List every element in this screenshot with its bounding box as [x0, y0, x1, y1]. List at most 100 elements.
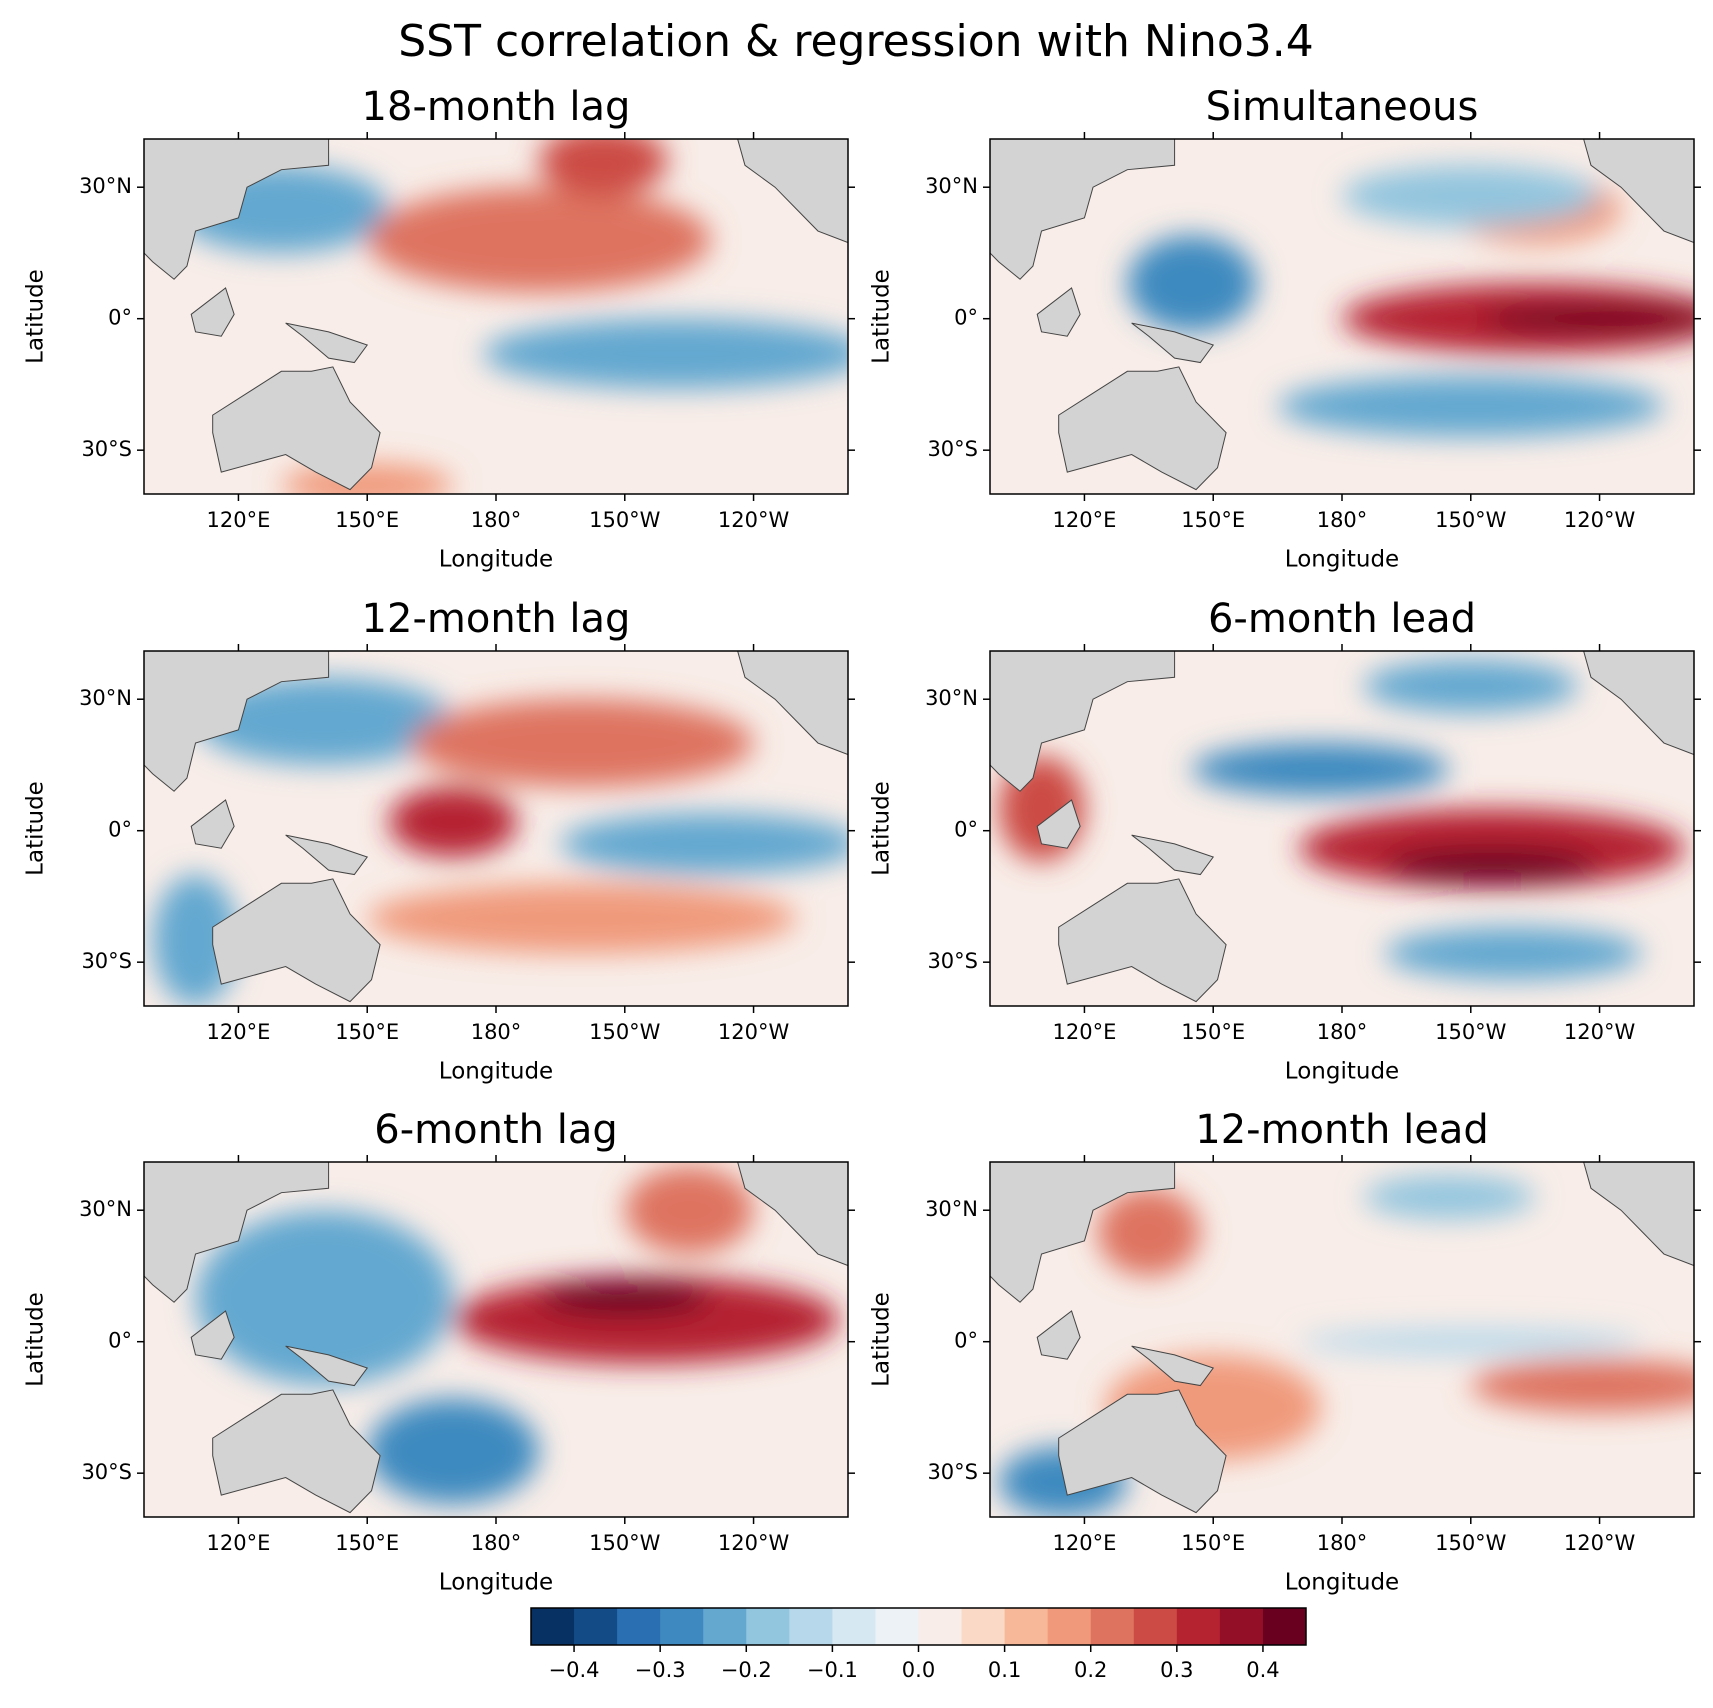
x-tick-label: 150°E — [335, 1020, 399, 1044]
colorbar-tick-label: 0.0 — [902, 1658, 935, 1682]
y-tick-label: 30°N — [925, 174, 978, 198]
y-tick-label: 0° — [108, 306, 132, 330]
field-blob — [367, 187, 711, 293]
land — [285, 322, 369, 364]
field-blob — [152, 874, 239, 1006]
land — [190, 287, 235, 337]
y-tick-label: 30°N — [79, 686, 132, 710]
map-field — [144, 1162, 848, 1517]
colorbar-swatch — [703, 1608, 747, 1645]
x-tick-label: 150°E — [335, 508, 399, 532]
y-axis-label: Latitude — [869, 1292, 895, 1387]
colorbar-swatch — [789, 1608, 833, 1645]
land — [1131, 1345, 1215, 1387]
panel-title: 12-month lead — [1195, 1107, 1489, 1153]
x-tick-label: 120°E — [1053, 1531, 1117, 1555]
x-tick-label: 150°W — [589, 508, 661, 532]
field-blob — [1342, 165, 1600, 227]
land — [144, 139, 330, 280]
land — [1036, 1310, 1081, 1360]
x-tick-label: 120°W — [718, 1020, 790, 1044]
colorbar-swatch — [617, 1608, 661, 1645]
map-field — [144, 139, 848, 494]
y-tick-label: 0° — [954, 818, 978, 842]
x-axis-label: Longitude — [1285, 547, 1399, 573]
y-tick-label: 30°S — [927, 437, 978, 461]
panel-title: 12-month lag — [362, 596, 631, 642]
land — [144, 651, 330, 792]
colorbar-swatch — [1262, 1608, 1307, 1645]
field-blob — [367, 1398, 539, 1504]
colorbar-swatch — [574, 1608, 618, 1645]
figure-title: SST correlation & regression with Nino3.… — [398, 16, 1314, 67]
x-tick-label: 120°E — [1053, 1020, 1117, 1044]
y-axis-label: Latitude — [23, 1292, 49, 1387]
x-tick-label: 120°E — [207, 508, 271, 532]
x-axis-label: Longitude — [1285, 1059, 1399, 1085]
colorbar-swatch — [531, 1608, 575, 1645]
colorbar-swatch — [832, 1608, 876, 1645]
y-tick-label: 0° — [108, 818, 132, 842]
land — [190, 799, 235, 849]
x-tick-label: 120°W — [718, 508, 790, 532]
x-tick-label: 180° — [471, 1020, 522, 1044]
field-blob — [1277, 375, 1664, 438]
colorbar-tick-label: −0.4 — [549, 1658, 600, 1682]
land — [990, 139, 1176, 280]
y-axis-label: Latitude — [869, 781, 895, 876]
field-blob — [1384, 927, 1643, 980]
colorbar-tick-label: −0.3 — [635, 1658, 686, 1682]
field-blob — [1470, 1359, 1694, 1412]
colorbar-swatch — [961, 1608, 1006, 1645]
map-field — [990, 651, 1694, 1006]
field-blob — [1097, 1188, 1201, 1276]
field-blob — [538, 1280, 711, 1316]
colorbar-swatch — [875, 1608, 919, 1645]
x-tick-label: 150°E — [335, 1531, 399, 1555]
y-axis-label: Latitude — [23, 269, 49, 364]
field-blob — [1363, 659, 1579, 713]
x-tick-label: 180° — [471, 1531, 522, 1555]
colorbar-tick-label: 0.4 — [1246, 1658, 1279, 1682]
x-tick-label: 120°W — [718, 1531, 790, 1555]
land — [1131, 834, 1215, 876]
land — [144, 1162, 330, 1303]
field-blob — [624, 1166, 754, 1255]
map-field — [144, 651, 848, 1006]
colorbar-swatch — [1176, 1608, 1221, 1645]
x-tick-label: 150°W — [589, 1531, 661, 1555]
field-blob — [483, 318, 848, 389]
x-tick-label: 180° — [1317, 508, 1368, 532]
y-tick-label: 30°N — [79, 174, 132, 198]
land — [1036, 799, 1081, 849]
x-axis-label: Longitude — [439, 1059, 553, 1085]
land — [212, 366, 381, 491]
x-axis-label: Longitude — [1285, 1570, 1399, 1596]
land — [212, 878, 381, 1003]
x-tick-label: 150°E — [1181, 508, 1245, 532]
land — [1058, 1389, 1227, 1514]
x-axis-label: Longitude — [439, 1570, 553, 1596]
field-blobs — [195, 1166, 840, 1504]
x-tick-label: 150°W — [589, 1020, 661, 1044]
x-tick-label: 150°W — [1435, 1020, 1507, 1044]
field-blobs — [152, 677, 848, 1006]
colorbar-tick-label: 0.1 — [988, 1658, 1021, 1682]
x-tick-label: 180° — [1317, 1020, 1368, 1044]
field-blob — [560, 813, 848, 875]
y-tick-label: 0° — [954, 1329, 978, 1353]
colorbar-swatch — [1004, 1608, 1049, 1645]
x-tick-label: 150°W — [1435, 508, 1507, 532]
field-blob — [1479, 305, 1694, 332]
colorbar-swatch — [1133, 1608, 1178, 1645]
land — [285, 834, 369, 876]
y-tick-label: 30°S — [927, 1460, 978, 1484]
x-tick-label: 180° — [471, 508, 522, 532]
x-tick-label: 120°E — [207, 1020, 271, 1044]
panel-title: 6-month lag — [374, 1107, 617, 1153]
land — [190, 1310, 235, 1360]
land — [990, 651, 1176, 792]
colorbar-swatch — [1090, 1608, 1135, 1645]
field-blob — [367, 883, 797, 954]
y-tick-label: 30°N — [925, 686, 978, 710]
